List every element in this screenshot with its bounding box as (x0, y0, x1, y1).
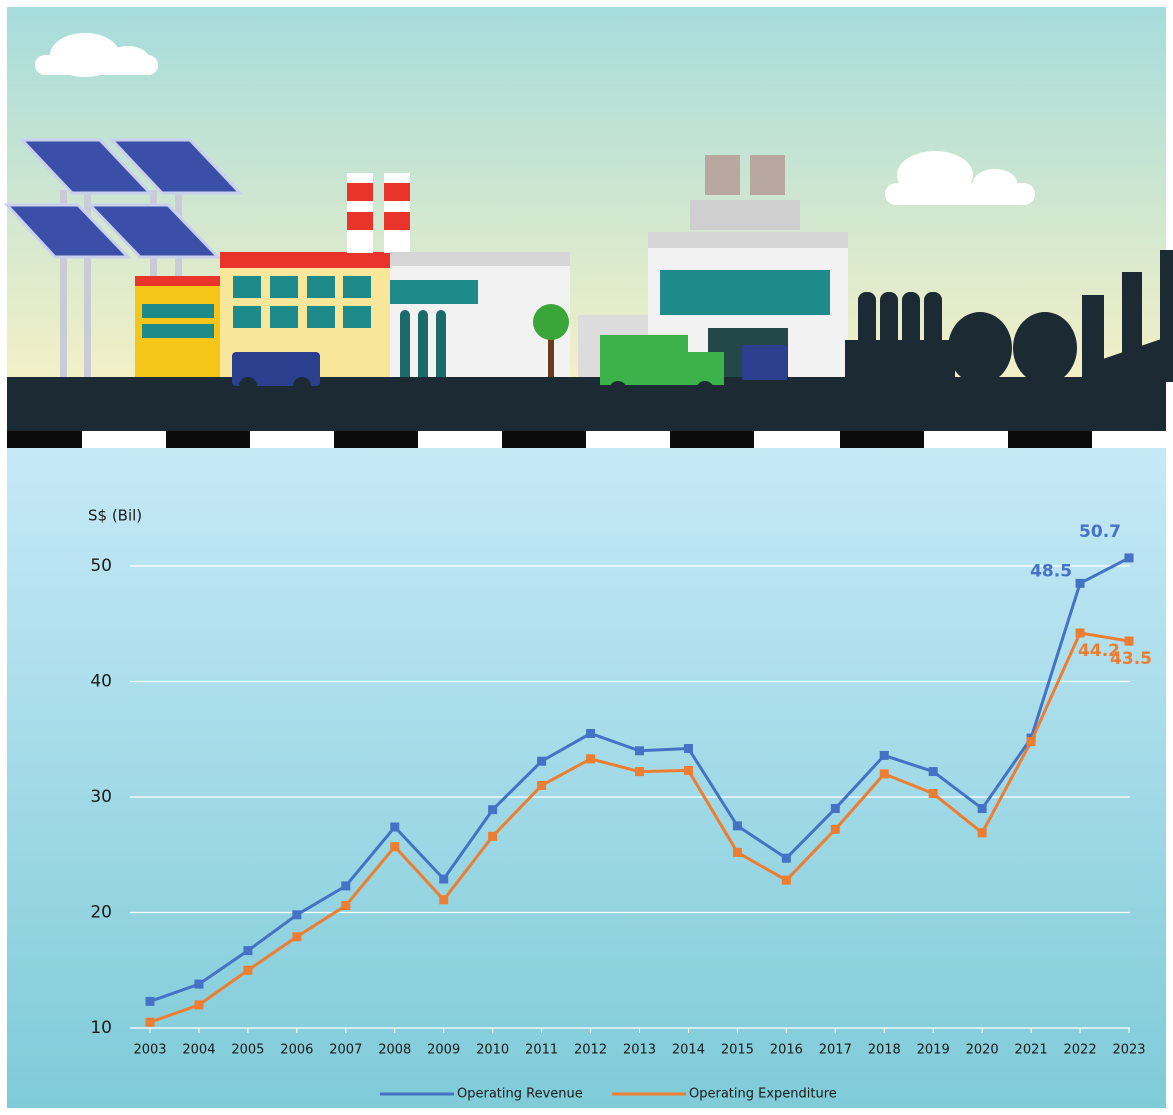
chart: 10 20 30 40 50 2003 2004 2005 2006 2007 2008 2009 20… (90, 522, 1152, 1102)
x-tick-label: 2004 (182, 1043, 215, 1058)
y-tick-label: 30 (90, 787, 112, 807)
data-point (488, 805, 498, 815)
data-point (243, 965, 253, 975)
x-tick-label: 2003 (133, 1043, 166, 1058)
x-tick-label: 2013 (623, 1043, 656, 1058)
y-axis-label: S$ (Bil) (88, 507, 142, 525)
data-point (194, 1000, 204, 1010)
data-point (1026, 737, 1036, 747)
legend-label: Operating Revenue (457, 1087, 583, 1102)
data-point (879, 750, 889, 760)
data-label: 44.2 (1078, 641, 1120, 661)
x-tick-label: 2005 (231, 1043, 264, 1058)
y-tick-label: 50 (90, 556, 112, 576)
data-point (977, 828, 987, 838)
x-tick-label: 2016 (770, 1043, 803, 1058)
x-tick-label: 2008 (378, 1043, 411, 1058)
x-tick-label: 2018 (868, 1043, 901, 1058)
data-point (781, 875, 791, 885)
data-point (292, 910, 302, 920)
illustration (3, 7, 1173, 448)
data-label: 43.5 (1110, 649, 1152, 669)
data-point (879, 769, 889, 779)
legend-label: Operating Expenditure (689, 1087, 837, 1102)
x-tick-label: 2021 (1015, 1043, 1048, 1058)
x-tick-label: 2006 (280, 1043, 313, 1058)
x-tick-label: 2009 (427, 1043, 460, 1058)
chart-background (7, 448, 1166, 1108)
data-point (390, 842, 400, 852)
x-tick-label: 2015 (721, 1043, 754, 1058)
data-label: 48.5 (1030, 561, 1072, 581)
data-label: 50.7 (1079, 522, 1121, 542)
data-point (537, 780, 547, 790)
data-point (683, 743, 693, 753)
data-point (439, 874, 449, 884)
data-point (1075, 628, 1085, 638)
data-point (145, 996, 155, 1006)
data-point (683, 765, 693, 775)
data-point (537, 756, 547, 766)
data-point (488, 831, 498, 841)
x-tick-label: 2010 (476, 1043, 509, 1058)
x-tick-label: 2020 (966, 1043, 999, 1058)
data-point (390, 822, 400, 832)
y-tick-label: 40 (90, 672, 112, 692)
data-point (586, 754, 596, 764)
data-point (1075, 578, 1085, 588)
data-point (635, 767, 644, 777)
data-point (830, 804, 840, 814)
x-tick-label: 2011 (525, 1043, 558, 1058)
data-point (732, 847, 742, 857)
x-tick-label: 2012 (574, 1043, 607, 1058)
y-tick-label: 20 (90, 903, 112, 923)
x-tick-label: 2007 (329, 1043, 362, 1058)
x-tick-label: 2023 (1112, 1043, 1145, 1058)
data-point (439, 895, 449, 905)
data-point (1124, 636, 1134, 646)
data-point (830, 824, 840, 834)
data-point (1124, 553, 1134, 563)
data-point (341, 881, 351, 891)
data-point (781, 853, 791, 863)
data-point (243, 946, 253, 956)
y-tick-label: 10 (90, 1018, 112, 1038)
data-point (194, 979, 204, 989)
data-point (732, 821, 742, 831)
data-point (586, 728, 596, 738)
data-point (341, 901, 351, 911)
x-tick-label: 2014 (672, 1043, 705, 1058)
data-point (928, 789, 938, 799)
data-point (635, 746, 644, 756)
data-point (145, 1017, 155, 1027)
x-tick-label: 2022 (1064, 1043, 1097, 1058)
data-point (292, 932, 302, 942)
x-tick-label: 2019 (917, 1043, 950, 1058)
x-tick-label: 2017 (819, 1043, 852, 1058)
data-point (977, 804, 987, 814)
data-point (928, 767, 938, 777)
